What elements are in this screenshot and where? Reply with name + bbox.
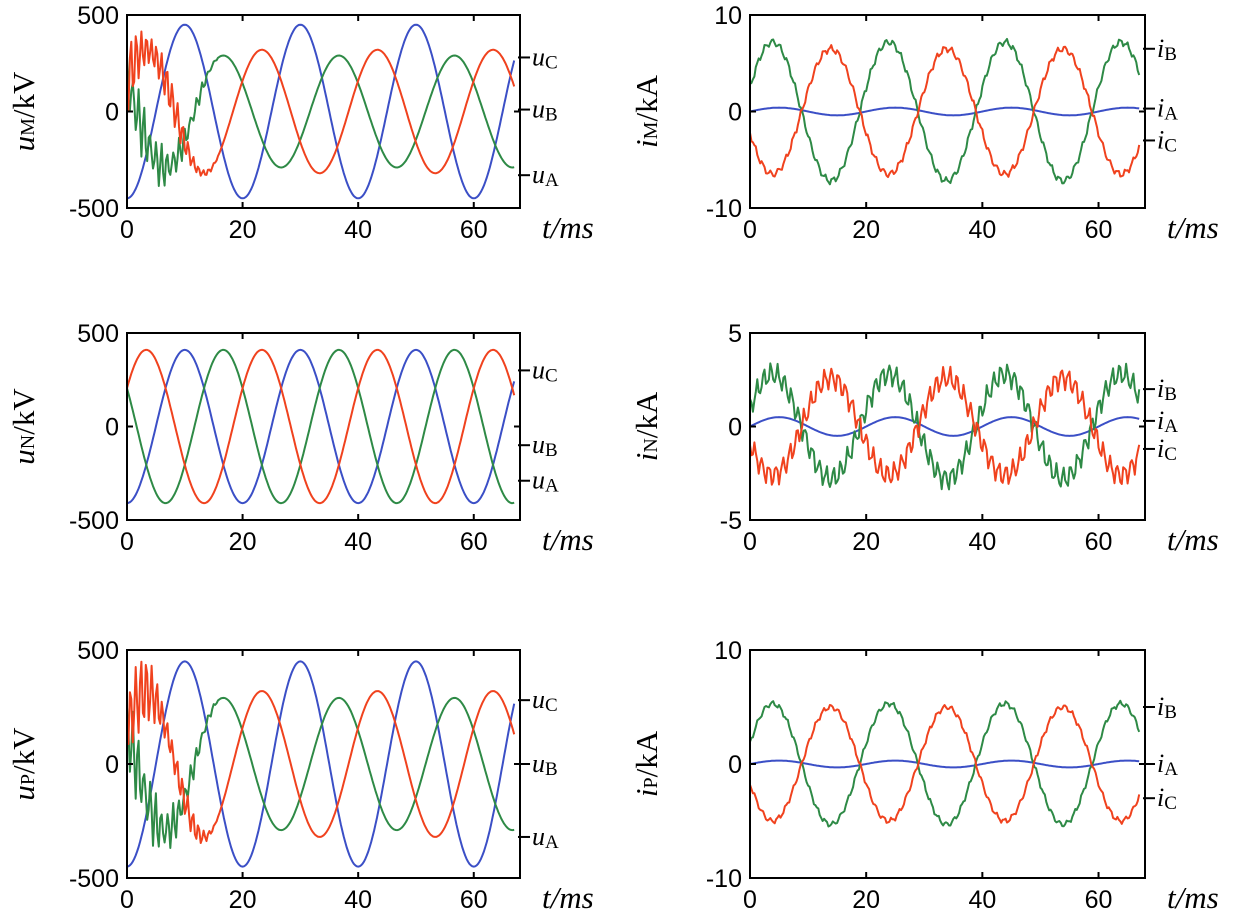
y-axis-label: uN/kV [6,388,41,465]
y-tick-label: 500 [77,637,119,665]
legend-label-u-c: uC [532,42,558,73]
x-axis-label: t/ms [542,880,594,915]
y-tick-label: -500 [69,507,119,535]
series-line-i-b [749,37,1141,186]
legend-label-u-c: uC [532,355,558,386]
series-line-u-a [126,660,516,868]
legend-label-i-b: iB [1157,374,1177,405]
x-tick-label: 40 [968,886,996,914]
series-line-u-a [126,23,516,200]
y-tick-label: 0 [728,414,742,442]
x-tick-label: 60 [460,886,488,914]
x-tick-label: 0 [120,528,134,556]
x-axis-label: t/ms [1167,210,1219,245]
y-tick-label: -500 [69,195,119,223]
y-tick-label: 0 [728,751,742,779]
y-tick-label: -5 [720,507,742,535]
x-tick-label: 40 [968,216,996,244]
x-tick-label: 60 [1085,528,1113,556]
y-tick-label: -500 [69,865,119,893]
y-axis-label: uP/kV [6,727,41,801]
x-tick-label: 20 [229,216,257,244]
y-tick-label: -10 [706,865,742,893]
x-tick-label: 0 [120,886,134,914]
x-axis-label: t/ms [542,522,594,557]
legend-label-i-c: iC [1157,434,1177,465]
x-tick-label: 40 [968,528,996,556]
x-tick-label: 40 [344,528,372,556]
x-tick-label: 60 [1085,216,1113,244]
y-tick-label: 5 [728,320,742,348]
x-tick-label: 20 [229,528,257,556]
y-tick-label: 0 [105,751,119,779]
legend-label-i-b: iB [1157,692,1177,723]
series-line-i-c [749,704,1141,825]
x-tick-label: 60 [460,216,488,244]
x-tick-label: 0 [120,216,134,244]
x-tick-label: 20 [852,886,880,914]
series-line-u-c [126,660,516,844]
series-line-u-b [126,348,515,505]
series-line-i-c [749,365,1141,486]
legend-label-i-a: iA [1157,749,1178,780]
legend-label-u-b: uB [532,95,558,126]
legend-label-i-c: iC [1157,125,1177,156]
legend-label-u-b: uB [532,749,558,780]
x-tick-label: 40 [344,886,372,914]
x-tick-label: 0 [743,886,757,914]
series-line-u-b [126,696,515,849]
plot-area-frame [126,332,521,521]
legend-label-u-b: uB [532,430,558,461]
y-tick-label: -10 [706,195,742,223]
y-axis-label: uM/kV [6,71,41,151]
y-axis-label: iM/kA [629,74,664,148]
y-tick-label: 0 [105,99,119,127]
y-tick-label: 500 [77,320,119,348]
y-tick-label: 0 [105,414,119,442]
y-axis-label: iN/kA [629,391,664,461]
legend-label-u-a: uA [532,822,559,853]
series-line-u-c [126,348,516,505]
legend-label-i-a: iA [1157,94,1178,125]
x-tick-label: 0 [743,216,757,244]
y-tick-label: 10 [714,2,742,30]
x-tick-label: 40 [344,216,372,244]
series-line-u-b [126,54,515,187]
x-axis-label: t/ms [1167,522,1219,557]
series-line-u-a [126,348,516,505]
legend-label-i-c: iC [1157,783,1177,814]
legend-label-i-a: iA [1157,406,1178,437]
x-tick-label: 20 [852,528,880,556]
x-tick-label: 20 [852,216,880,244]
series-line-i-c [749,44,1141,179]
legend-label-i-b: iB [1157,34,1177,65]
series-line-i-a [749,416,1140,437]
x-tick-label: 60 [1085,886,1113,914]
y-tick-label: 0 [728,99,742,127]
series-line-u-c [126,30,516,177]
x-tick-label: 0 [743,528,757,556]
x-tick-label: 20 [229,886,257,914]
legend-label-u-c: uC [532,685,558,716]
y-tick-label: 500 [77,2,119,30]
x-axis-label: t/ms [1167,880,1219,915]
series-line-i-b [749,362,1141,491]
y-tick-label: 10 [714,637,742,665]
series-line-i-a [749,759,1140,769]
series-line-i-a [749,106,1140,117]
series-line-i-b [749,699,1141,828]
y-axis-label: iP/kA [629,730,664,797]
legend-label-u-a: uA [532,160,559,191]
x-axis-label: t/ms [542,210,594,245]
legend-label-u-a: uA [532,466,559,497]
x-tick-label: 60 [460,528,488,556]
